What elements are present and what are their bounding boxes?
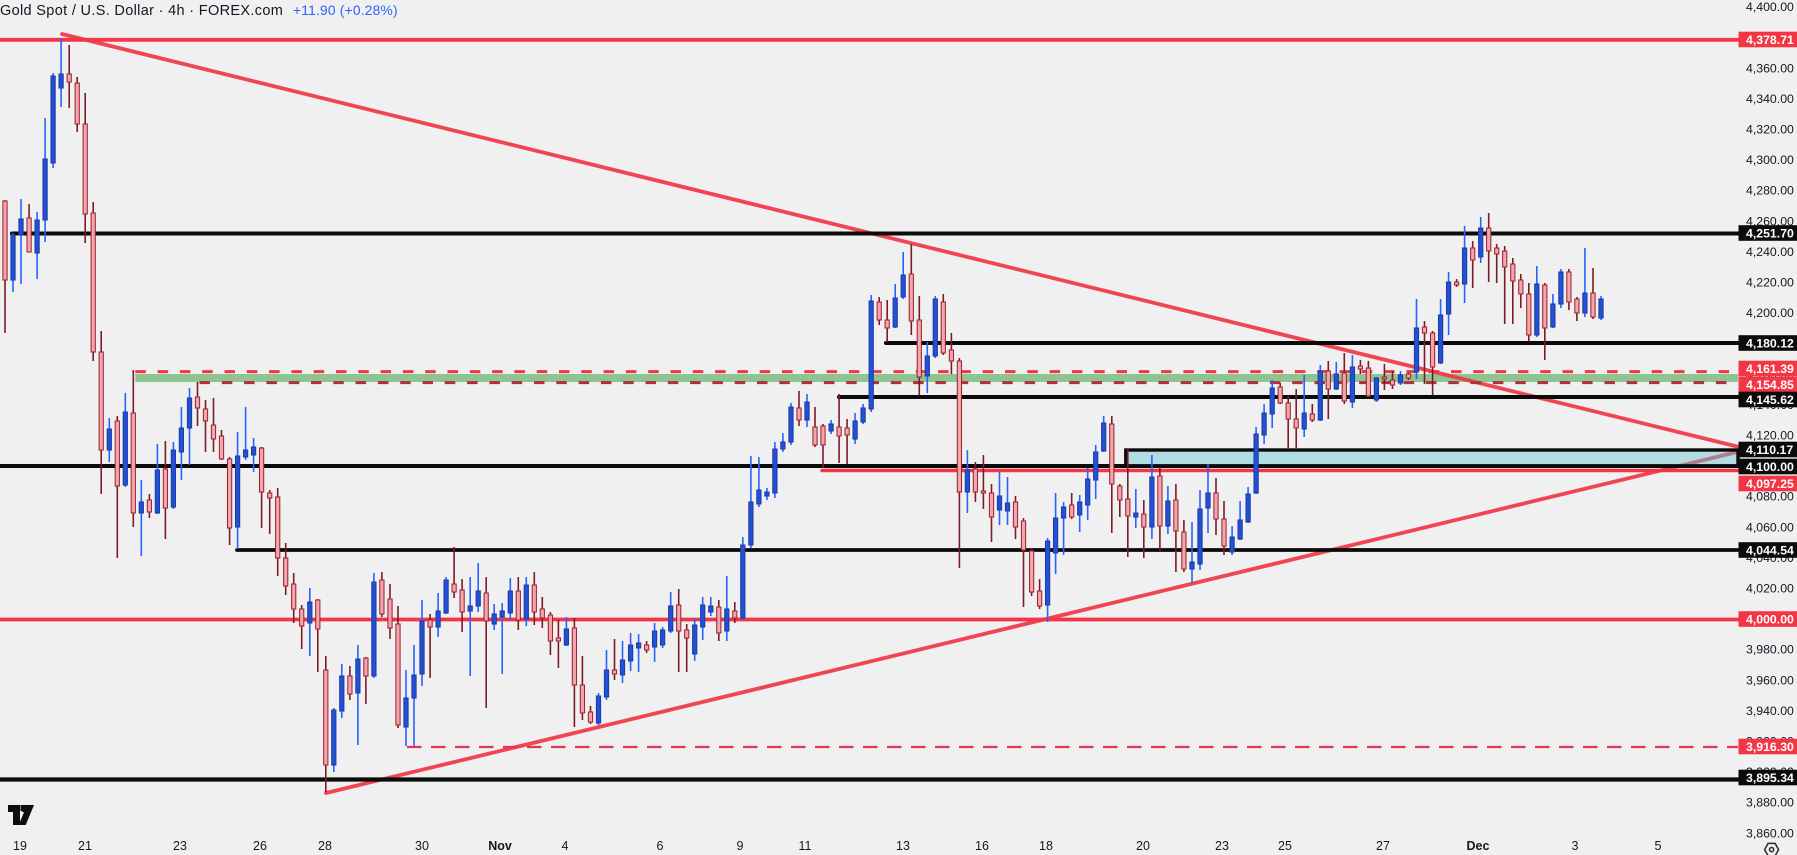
svg-text:3,916.30: 3,916.30 [1746, 740, 1794, 754]
svg-text:3,880.00: 3,880.00 [1746, 796, 1794, 810]
svg-text:Nov: Nov [488, 839, 512, 853]
svg-text:4,000.00: 4,000.00 [1746, 612, 1794, 626]
svg-text:4,240.00: 4,240.00 [1746, 245, 1794, 259]
svg-text:3,980.00: 3,980.00 [1746, 643, 1794, 657]
svg-text:4,161.39: 4,161.39 [1746, 362, 1794, 376]
svg-text:4,340.00: 4,340.00 [1746, 92, 1794, 106]
svg-text:4,145.62: 4,145.62 [1746, 393, 1794, 407]
svg-text:3,940.00: 3,940.00 [1746, 704, 1794, 718]
svg-text:4,260.00: 4,260.00 [1746, 214, 1794, 228]
svg-text:9: 9 [737, 839, 744, 853]
svg-text:23: 23 [173, 839, 187, 853]
svg-text:4,220.00: 4,220.00 [1746, 276, 1794, 290]
svg-text:4,100.00: 4,100.00 [1746, 460, 1794, 474]
svg-text:4,044.54: 4,044.54 [1746, 543, 1794, 557]
svg-text:4,400.00: 4,400.00 [1746, 0, 1794, 14]
svg-text:26: 26 [253, 839, 267, 853]
svg-text:Dec: Dec [1467, 839, 1490, 853]
svg-text:4,300.00: 4,300.00 [1746, 153, 1794, 167]
svg-text:4,280.00: 4,280.00 [1746, 184, 1794, 198]
svg-text:16: 16 [975, 839, 989, 853]
svg-text:4,378.71: 4,378.71 [1746, 33, 1794, 47]
svg-text:11: 11 [799, 839, 812, 853]
svg-text:23: 23 [1215, 839, 1229, 853]
svg-text:4,360.00: 4,360.00 [1746, 61, 1794, 75]
svg-text:4,180.12: 4,180.12 [1746, 336, 1794, 350]
svg-text:4,200.00: 4,200.00 [1746, 306, 1794, 320]
svg-text:30: 30 [415, 839, 429, 853]
svg-text:3,960.00: 3,960.00 [1746, 673, 1794, 687]
svg-text:25: 25 [1278, 839, 1292, 853]
svg-text:4,080.00: 4,080.00 [1746, 490, 1794, 504]
svg-text:4,320.00: 4,320.00 [1746, 123, 1794, 137]
svg-text:20: 20 [1136, 839, 1150, 853]
svg-text:3: 3 [1572, 839, 1579, 853]
svg-text:4,110.17: 4,110.17 [1746, 443, 1793, 457]
svg-text:19: 19 [13, 839, 27, 853]
svg-text:4,154.85: 4,154.85 [1746, 378, 1794, 392]
svg-text:3,895.34: 3,895.34 [1746, 771, 1794, 785]
svg-text:13: 13 [896, 839, 910, 853]
svg-text:Gold Spot / U.S. Dollar · 4h ·: Gold Spot / U.S. Dollar · 4h · FOREX.com [0, 3, 283, 19]
svg-text:6: 6 [657, 839, 664, 853]
svg-text:18: 18 [1039, 839, 1053, 853]
svg-text:4,097.25: 4,097.25 [1746, 477, 1794, 491]
svg-text:5: 5 [1655, 839, 1662, 853]
svg-text:4,251.70: 4,251.70 [1746, 226, 1794, 240]
svg-text:4: 4 [562, 839, 569, 853]
svg-text:4,120.00: 4,120.00 [1746, 429, 1794, 443]
svg-text:28: 28 [318, 839, 332, 853]
svg-text:27: 27 [1376, 839, 1390, 853]
svg-text:3,860.00: 3,860.00 [1746, 826, 1794, 840]
svg-text:+11.90 (+0.28%): +11.90 (+0.28%) [293, 3, 398, 18]
svg-text:4,020.00: 4,020.00 [1746, 582, 1794, 596]
svg-text:4,060.00: 4,060.00 [1746, 520, 1794, 534]
svg-text:21: 21 [78, 839, 92, 853]
